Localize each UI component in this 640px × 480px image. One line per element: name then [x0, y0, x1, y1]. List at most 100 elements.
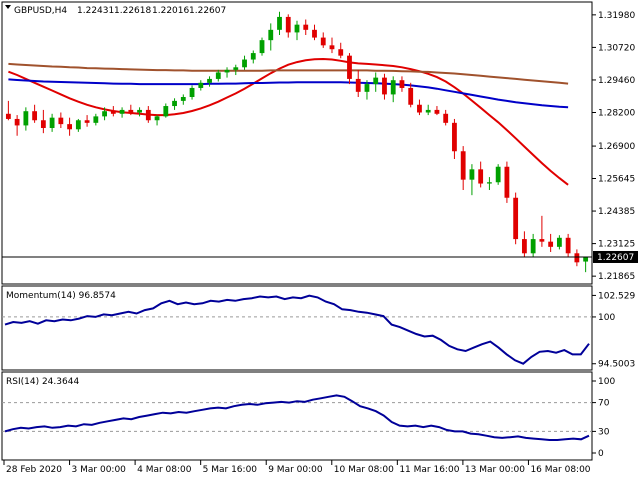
candle [390, 76, 396, 103]
collapse-triangle-icon[interactable] [5, 5, 11, 9]
candle-body [478, 169, 484, 184]
candle-body [513, 197, 519, 240]
candle-body [460, 151, 466, 180]
candle [137, 107, 142, 117]
candle-body [434, 109, 440, 114]
candle-body [75, 120, 81, 130]
candle-body [58, 117, 64, 125]
candle [102, 107, 107, 121]
candle-body [40, 120, 46, 128]
candle [93, 113, 99, 126]
candle-body [277, 16, 282, 30]
candle [110, 106, 116, 117]
main-pane[interactable]: 1.31980 1.30720 1.29460 1.28200 1.26900 1.256… [2, 5, 638, 282]
candle-body [268, 29, 274, 41]
rsi-line [4, 394, 590, 441]
candle [504, 161, 510, 203]
momentum-title: Momentum(14) 96.8574 [6, 291, 116, 301]
candle [128, 104, 134, 116]
candle-body [102, 111, 107, 117]
candle-body [469, 169, 475, 180]
ohlc-open: 1.22431 [77, 6, 114, 16]
sma-mid-line [8, 78, 569, 109]
candle [224, 67, 230, 78]
candle [434, 106, 440, 116]
ohlc-close: 1.22607 [189, 6, 226, 16]
candle [14, 115, 20, 136]
candle [215, 69, 221, 82]
candle [478, 161, 484, 188]
price-tick-label: 1.31980 [598, 11, 635, 21]
candle [399, 76, 405, 92]
axis-tick-label: 94.5003 [598, 360, 635, 370]
candle-body [84, 120, 90, 123]
time-tick-label: 11 Mar 16:00 [399, 465, 459, 475]
rsi-pane[interactable]: 100 70 30 0 RSI(14) 24.3644 [2, 377, 615, 459]
candle [172, 98, 177, 110]
candle [373, 72, 379, 92]
candle-body [110, 111, 116, 114]
candle [75, 118, 81, 132]
axis-tick-label: 102.529 [598, 291, 635, 301]
candle [425, 104, 431, 116]
candle [145, 106, 151, 123]
candle [119, 107, 125, 118]
time-tick-label: 13 Mar 00:00 [465, 465, 525, 475]
candle [565, 233, 571, 258]
candle-body [347, 55, 352, 79]
candle [49, 113, 55, 132]
candle [548, 233, 554, 252]
candle-body [443, 113, 449, 123]
candle-body [355, 78, 361, 92]
candle [583, 256, 589, 273]
candle [198, 80, 204, 91]
candle-body [242, 59, 247, 68]
candle [574, 249, 580, 267]
rsi-pane-frame [1, 371, 593, 461]
candle-body [565, 237, 571, 254]
candle-body [154, 116, 160, 121]
axis-tick-label: 30 [598, 427, 610, 437]
candle-body [504, 166, 510, 198]
candle [382, 73, 387, 100]
candle-body [145, 109, 151, 121]
candle [84, 115, 90, 127]
momentum-axis: 102.529 100 94.5003 [592, 291, 635, 370]
candle-body [224, 69, 230, 73]
candle [277, 11, 282, 35]
candle [189, 85, 195, 100]
candle [163, 103, 169, 118]
momentum-pane[interactable]: 102.529 100 94.5003 Momentum(14) 96.8574 [2, 291, 635, 370]
symbol-header: GBPUSD,H4 1.22431 1.22618 1.22016 1.2260… [5, 5, 226, 16]
candle-body [163, 106, 169, 117]
current-price-tag [593, 250, 638, 263]
candle-body [198, 82, 204, 88]
candle [180, 94, 186, 105]
candle-body [539, 239, 545, 242]
candle [32, 104, 38, 123]
candle-body [329, 45, 335, 50]
rsi-axis: 100 70 30 0 [592, 377, 615, 459]
candle-body [548, 241, 554, 247]
price-tick-label: 1.25645 [598, 175, 635, 185]
candle-body [408, 87, 414, 105]
candle-body [320, 37, 326, 46]
candle-body [119, 109, 125, 114]
candle [521, 231, 527, 258]
candle-body [172, 100, 177, 107]
candle [312, 24, 317, 41]
candle [320, 32, 326, 48]
candle-body [285, 16, 291, 33]
candle [268, 23, 274, 51]
candle-body [128, 109, 134, 113]
candle [303, 19, 309, 35]
candle-body [390, 80, 396, 95]
candle [233, 64, 239, 76]
candle [285, 14, 291, 38]
candle-body [556, 237, 562, 247]
candle [250, 50, 256, 64]
candle [259, 37, 265, 56]
candle [58, 112, 64, 128]
time-tick-label: 4 Mar 08:00 [137, 465, 192, 475]
